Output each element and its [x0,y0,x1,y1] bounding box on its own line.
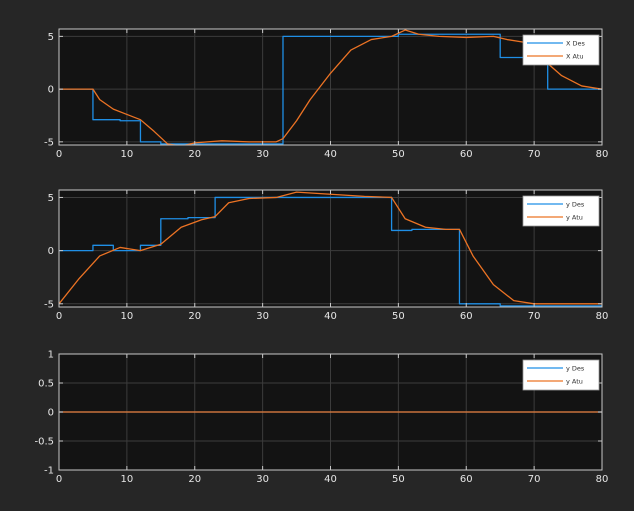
legend-label: X Des [566,39,586,47]
series-line-y-des [59,196,602,307]
x-tick-label: 30 [256,149,269,160]
y-tick-label: -0.5 [34,437,54,448]
axes-3: 0 10 20 30 40 50 60 70 80 -1 -0.5 0 0.5 1 y Des y Atu [34,350,608,486]
legend-label: y Atu [566,377,583,385]
x-tick-label: 40 [324,149,337,160]
x-tick-label: 0 [56,474,62,485]
y-tick-label: 0.5 [38,379,54,390]
y-tick-label: 0 [48,85,54,96]
legend-box [522,359,600,391]
y-tick-label: -5 [44,137,54,148]
x-tick-label: 20 [188,311,201,322]
y-tick-label: 0 [48,408,54,419]
x-tick-label: 30 [256,311,269,322]
legend-box [522,34,600,66]
x-tick-label: 20 [188,474,201,485]
y-tick-label: 5 [48,193,54,204]
legend-label: y Atu [566,213,583,221]
x-tick-label: 80 [596,311,609,322]
series-line-x-atu [59,29,602,145]
legend: X Des X Atu [522,34,600,66]
x-tick-label: 70 [528,474,541,485]
x-tick-label: 50 [392,474,405,485]
legend: y Des y Atu [522,195,600,227]
x-tick-label: 10 [121,311,134,322]
x-tick-label: 10 [121,149,134,160]
x-tick-label: 0 [56,149,62,160]
legend-label: y Des [566,200,585,208]
x-tick-label: 80 [596,149,609,160]
x-tick-label: 80 [596,474,609,485]
series-line-y-atu [59,191,602,305]
y-tick-label: 5 [48,32,54,43]
legend-box [522,195,600,227]
y-tick-label: 0 [48,246,54,257]
x-tick-label: 10 [121,474,134,485]
y-tick-label: -5 [44,299,54,310]
legend-label: X Atu [566,52,584,60]
x-tick-label: 50 [392,311,405,322]
series-group [59,191,602,307]
x-tick-label: 70 [528,311,541,322]
y-tick-label: -1 [44,466,54,477]
x-tick-label: 0 [56,311,62,322]
x-tick-label: 60 [460,311,473,322]
x-tick-label: 40 [324,311,337,322]
y-tick-label: 1 [48,350,54,361]
legend-label: y Des [566,364,585,372]
x-tick-label: 60 [460,149,473,160]
x-tick-label: 60 [460,474,473,485]
x-tick-label: 40 [324,474,337,485]
x-tick-label: 30 [256,474,269,485]
legend: y Des y Atu [522,359,600,391]
x-tick-label: 20 [188,149,201,160]
x-tick-label: 50 [392,149,405,160]
x-tick-label: 70 [528,149,541,160]
